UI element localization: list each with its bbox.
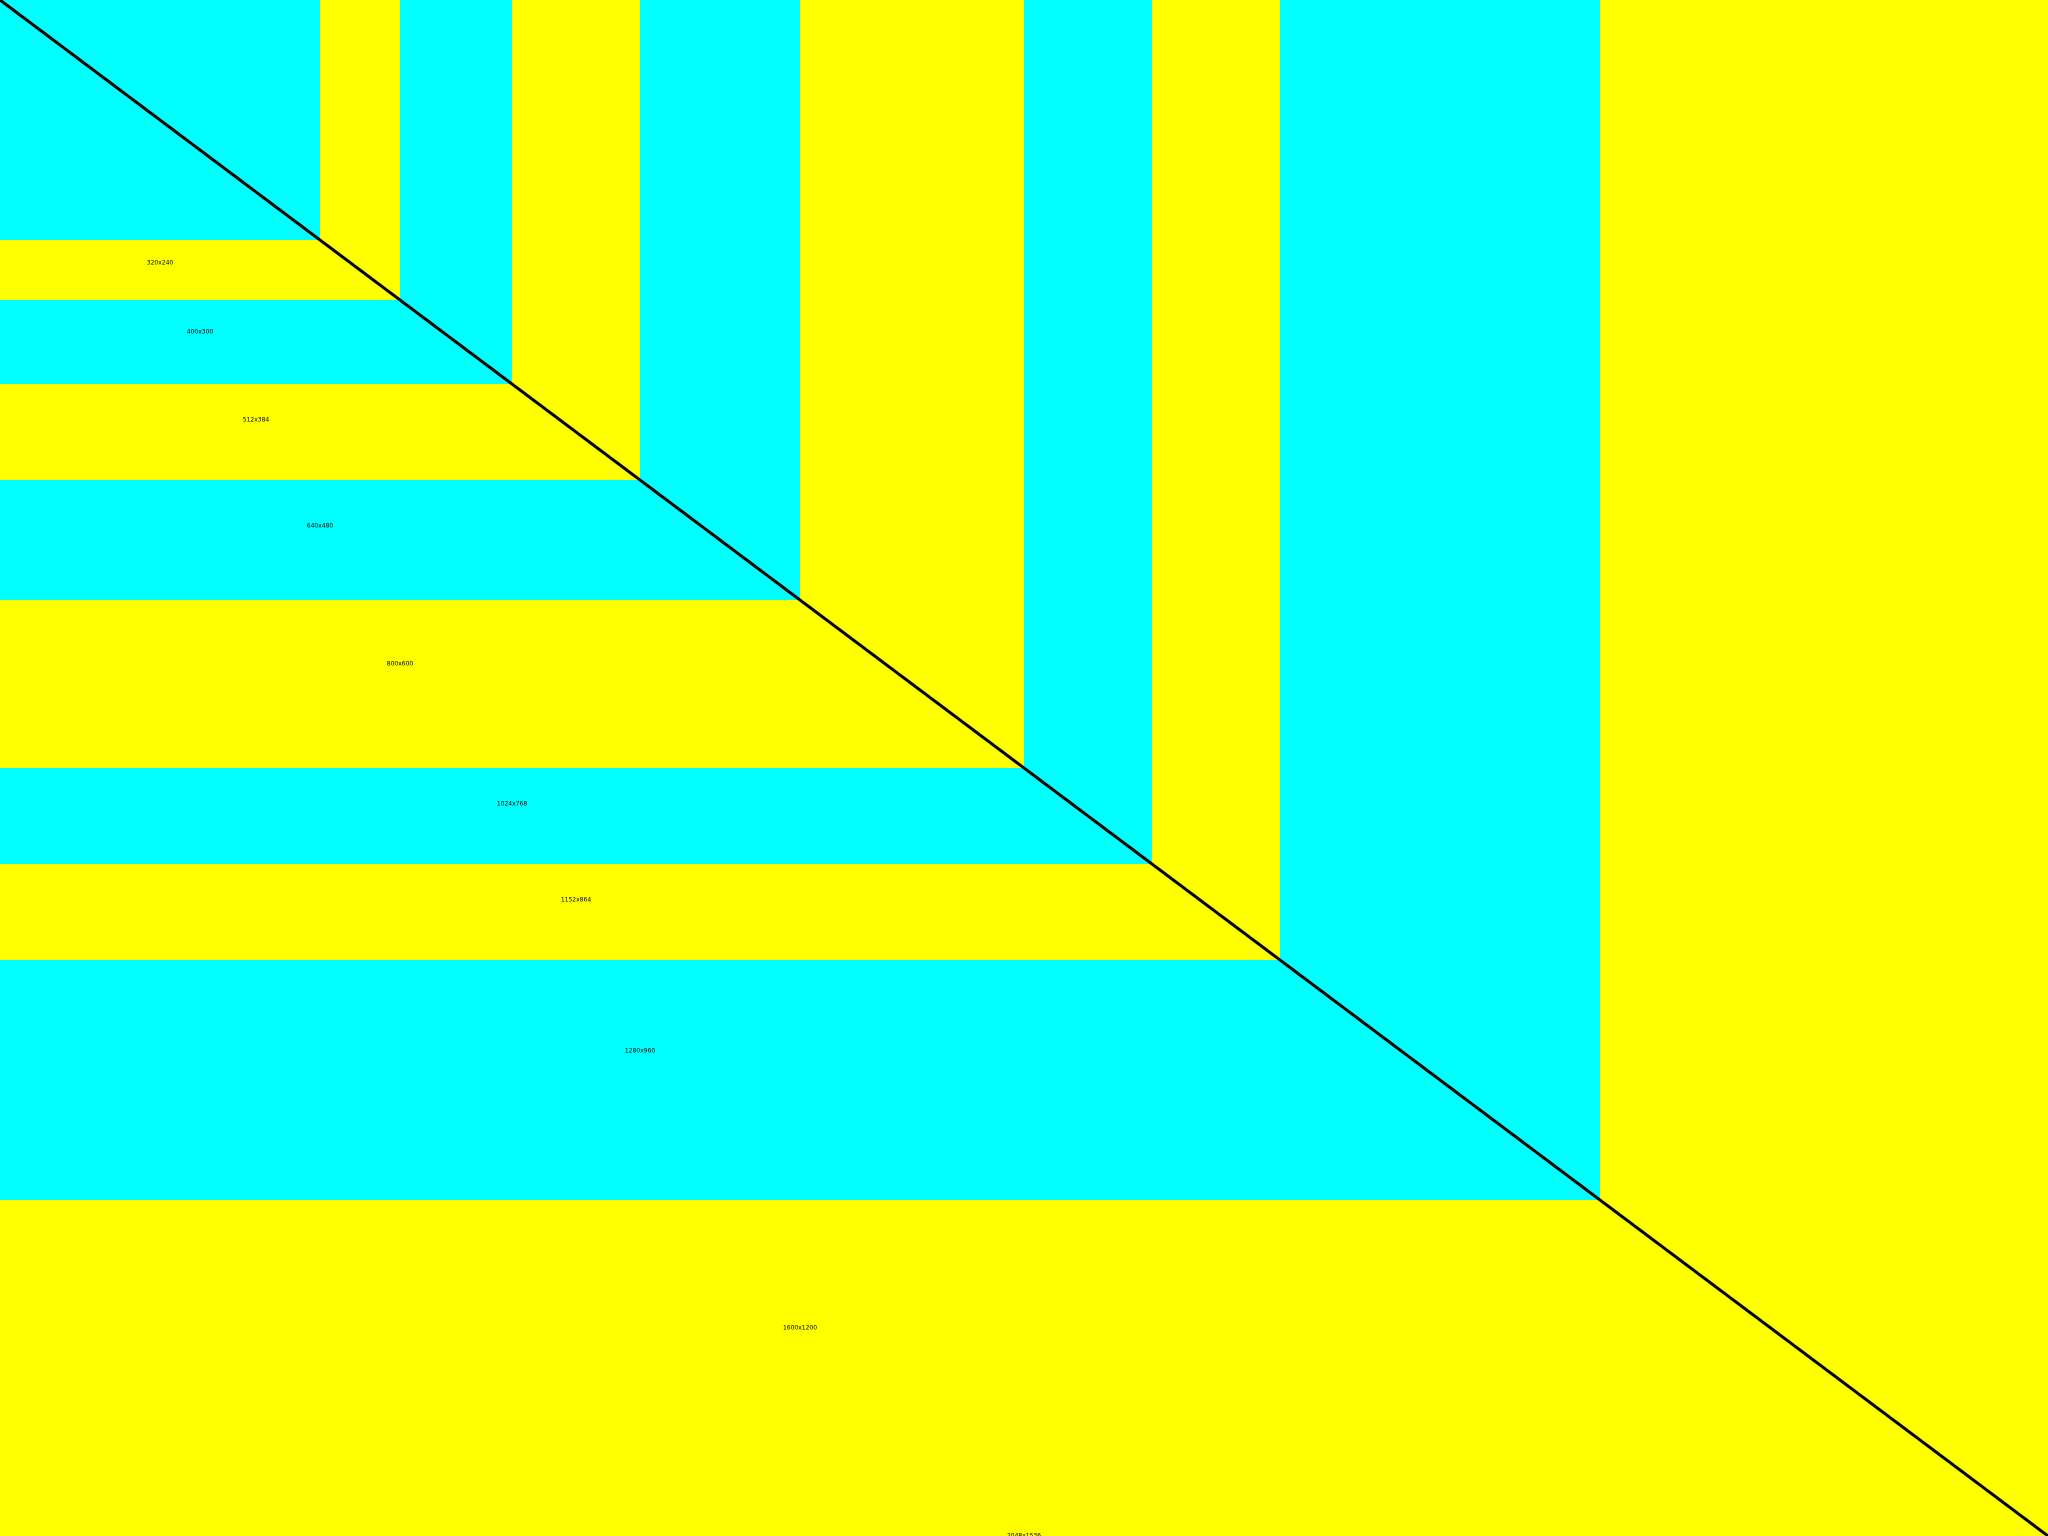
resolution-label: 2048x1536 bbox=[1007, 1533, 1041, 1536]
resolution-label: 800x600 bbox=[387, 660, 413, 667]
resolution-label: 320x240 bbox=[147, 259, 173, 266]
resolution-label: 1152x864 bbox=[561, 897, 591, 904]
resolution-label: 400x300 bbox=[187, 328, 213, 335]
resolution-label: 512x384 bbox=[243, 417, 269, 424]
resolution-label: 1600x1200 bbox=[783, 1324, 817, 1331]
resolution-label: 640x480 bbox=[307, 522, 333, 529]
resolution-label: 1280x960 bbox=[625, 1048, 655, 1055]
resolution-diagram: 2048x1536 1600x1200 1280x960 1152x864 1024x7… bbox=[0, 0, 2048, 1536]
resolution-label: 1024x768 bbox=[497, 801, 527, 808]
resolution-box bbox=[0, 0, 320, 240]
